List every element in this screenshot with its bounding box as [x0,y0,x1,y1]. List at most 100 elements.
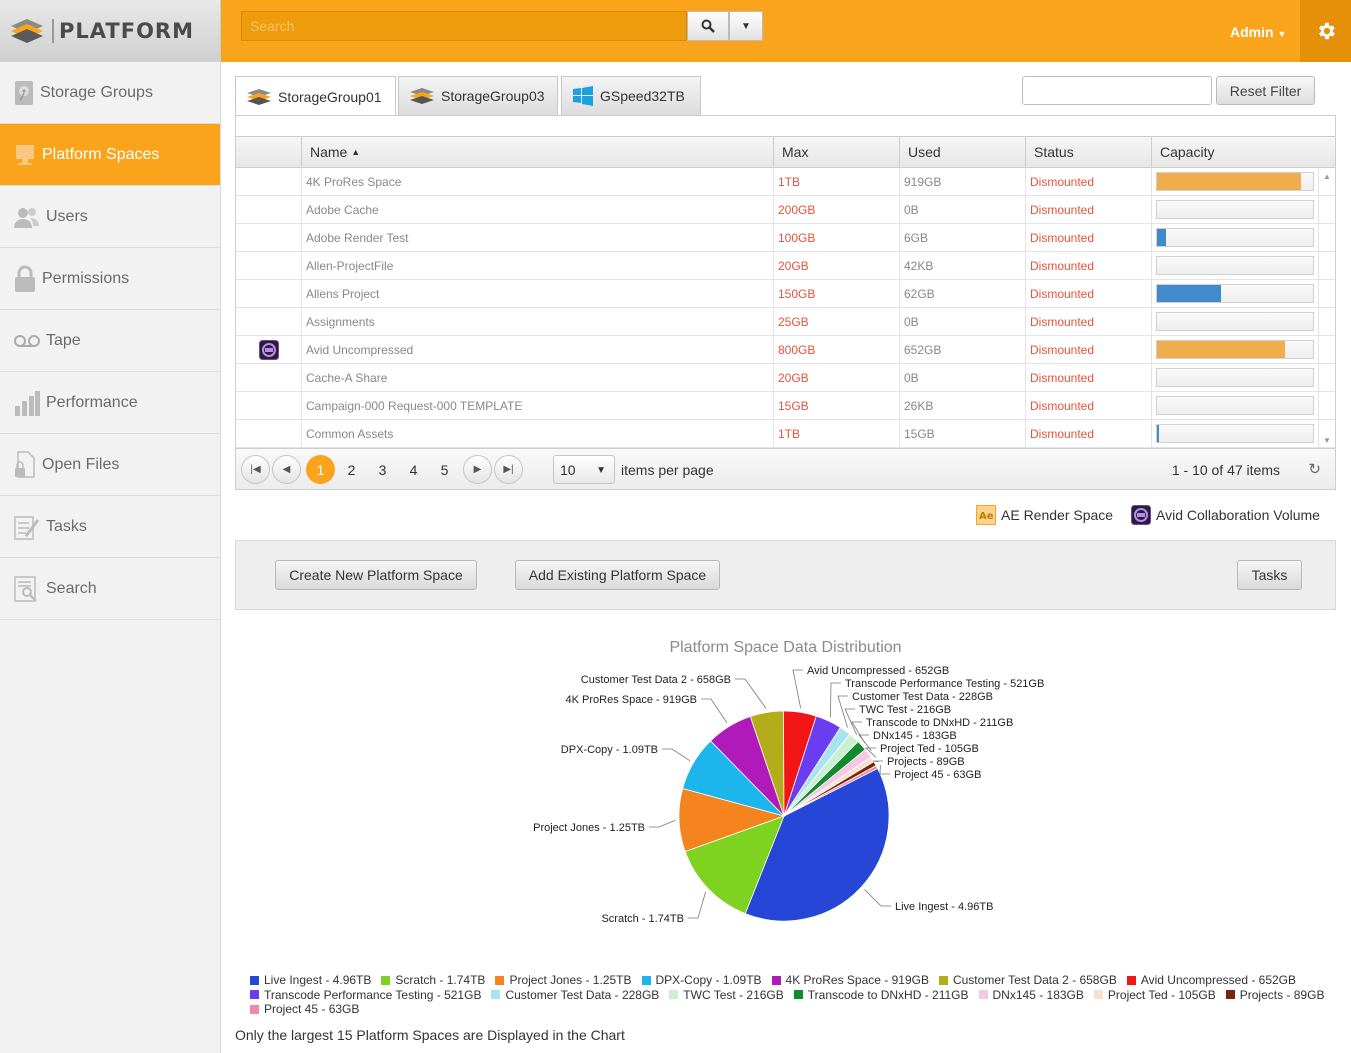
scroll-up-icon[interactable]: ▲ [1323,172,1331,181]
search-input[interactable]: Search [241,11,687,41]
column-header-name[interactable]: Name ▲ [301,137,773,167]
tab-label: GSpeed32TB [600,88,685,104]
user-menu[interactable]: Admin ▼ [1230,24,1286,40]
row-used: 0B [899,196,1025,223]
chart-legend-item[interactable]: TWC Test - 216GB [669,988,784,1002]
table-row[interactable]: Cache-A Share 20GB 0B Dismounted [236,364,1335,392]
sidebar-item-tape[interactable]: Tape [0,310,220,372]
legend-label: Project Jones - 1.25TB [509,973,632,987]
row-status: Dismounted [1025,364,1151,391]
chart-legend-item[interactable]: Avid Uncompressed - 652GB [1126,973,1297,987]
legend-label: Live Ingest - 4.96TB [264,973,372,987]
page-number[interactable]: 1 [306,455,335,484]
row-status: Dismounted [1025,168,1151,195]
platform-logo-icon [11,19,43,43]
table-row[interactable]: 4K ProRes Space 1TB 919GB Dismounted [236,168,1335,196]
chart-legend-item[interactable]: Project Jones - 1.25TB [495,973,632,987]
table-row[interactable]: Campaign-000 Request-000 TEMPLATE 15GB 26K… [236,392,1335,420]
table-row[interactable]: Allen-ProjectFile 20GB 42KB Dismounted [236,252,1335,280]
row-max: 800GB [773,336,899,363]
avid-icon [1131,505,1151,525]
sidebar-item-storage-groups[interactable]: Storage Groups [0,62,220,124]
chart-legend-item[interactable]: DNx145 - 183GB [978,988,1084,1002]
create-platform-space-button[interactable]: Create New Platform Space [275,560,477,590]
chart-legend-item[interactable]: DPX-Copy - 1.09TB [641,973,762,987]
chart-legend-item[interactable]: Transcode to DNxHD - 211GB [793,988,969,1002]
next-page-button[interactable]: ▶ [463,455,492,484]
pie-slice[interactable] [684,815,785,915]
sidebar-item-label: Performance [46,393,138,411]
refresh-icon[interactable]: ↻ [1308,461,1321,478]
column-header-capacity[interactable]: Capacity [1151,137,1319,167]
table-row[interactable]: Assignments 25GB 0B Dismounted [236,308,1335,336]
chart-legend-item[interactable]: Scratch - 1.74TB [381,973,485,987]
sidebar-item-permissions[interactable]: Permissions [0,248,220,310]
chart-legend-item[interactable]: Project 45 - 63GB [250,1002,359,1016]
column-header-max[interactable]: Max [773,137,899,167]
search-options-dropdown[interactable]: ▼ [729,11,763,41]
chart-legend-item[interactable]: Live Ingest - 4.96TB [250,973,371,987]
legend-swatch [978,990,988,999]
reset-filter-button[interactable]: Reset Filter [1216,76,1315,105]
add-existing-platform-space-button[interactable]: Add Existing Platform Space [515,560,720,590]
pie-slice[interactable] [744,767,890,922]
vertical-scrollbar[interactable]: ▲ ▼ [1318,168,1335,449]
first-page-button[interactable]: |◀ [241,455,270,484]
sidebar-item-search[interactable]: Search [0,558,220,620]
chart-legend-item[interactable]: Projects - 89GB [1225,988,1324,1002]
row-max: 200GB [773,196,899,223]
table-row[interactable]: Adobe Cache 200GB 0B Dismounted [236,196,1335,224]
sidebar-item-platform-spaces[interactable]: Platform Spaces [0,124,220,186]
search-button[interactable] [687,11,729,41]
chart-legend-item[interactable]: 4K ProRes Space - 919GB [771,973,929,987]
table-row[interactable]: Allens Project 150GB 62GB Dismounted [236,280,1335,308]
chart-title: Platform Space Data Distribution [669,639,902,656]
last-page-button[interactable]: ▶| [494,455,523,484]
grid-body: 4K ProRes Space 1TB 919GB Dismounted Adobe C… [236,168,1335,449]
windows-icon [573,86,593,106]
table-row[interactable]: Common Assets 1TB 15GB Dismounted [236,420,1335,448]
pie-leader-line [735,678,767,709]
filter-input[interactable] [1022,76,1212,105]
pie-leader-line [864,889,891,907]
page-number[interactable]: 3 [378,461,387,478]
chart-legend-item[interactable]: Project Ted - 105GB [1093,988,1216,1002]
page-number[interactable]: 5 [440,461,449,478]
search-doc-icon [14,575,37,602]
tab-gspeed32tb[interactable]: GSpeed32TB [561,76,701,115]
pie-slice[interactable] [783,765,879,817]
row-icon-cell [236,364,301,391]
tab-storagegroup03[interactable]: StorageGroup03 [398,76,558,115]
settings-button[interactable] [1300,0,1351,62]
sidebar-item-performance[interactable]: Performance [0,372,220,434]
page-number[interactable]: 4 [409,461,418,478]
scroll-down-icon[interactable]: ▼ [1323,436,1331,445]
legend-label: Project 45 - 63GB [264,1002,360,1016]
table-row[interactable]: Adobe Render Test 100GB 6GB Dismounted [236,224,1335,252]
chart-legend-item[interactable]: Customer Test Data 2 - 658GB [938,973,1117,987]
bars-icon [15,390,40,416]
svg-text:Ae: Ae [979,511,994,522]
legend-label: Avid Uncompressed - 652GB [1140,973,1297,987]
column-label: Capacity [1160,144,1215,160]
sidebar-item-open-files[interactable]: Open Files [0,434,220,496]
chart-legend-item[interactable]: Customer Test Data - 228GB [491,988,659,1002]
legend-swatch [250,1004,259,1014]
prev-page-button[interactable]: ◀ [272,455,301,484]
column-header-used[interactable]: Used [899,137,1025,167]
sidebar-item-users[interactable]: Users [0,186,220,248]
sidebar-item-tasks[interactable]: Tasks [0,496,220,558]
tasks-button[interactable]: Tasks [1237,560,1302,590]
page-number[interactable]: 2 [347,461,356,478]
tab-storagegroup01[interactable]: StorageGroup01 [235,76,396,116]
chart-legend-item[interactable]: Transcode Performance Testing - 521GB [250,988,481,1002]
column-header-status[interactable]: Status [1025,137,1151,167]
row-used: 62GB [899,280,1025,307]
next-page-icon: ▶ [473,464,482,475]
row-used: 15GB [899,420,1025,447]
items-per-page-select[interactable]: 10 ▼ [553,455,615,484]
pie-leader-line [858,734,872,752]
logo[interactable]: PLATFORM [0,0,221,62]
table-row[interactable]: Avid Uncompressed 800GB 652GB Dismounted [236,336,1335,364]
pie-leader-line [864,747,877,758]
